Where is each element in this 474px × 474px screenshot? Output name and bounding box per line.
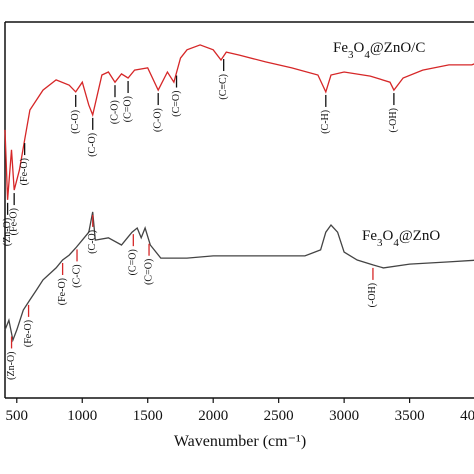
annotation-label: (Fe-O) bbox=[19, 158, 30, 185]
annotation-label: (C=O) bbox=[143, 259, 154, 285]
annotation-label: (-OH) bbox=[367, 283, 378, 307]
annotation-label: (C=O) bbox=[128, 249, 139, 275]
annotation-label: (C-O) bbox=[87, 230, 98, 254]
x-tick-label: 3000 bbox=[329, 408, 359, 424]
annotation-label: (Fe-O) bbox=[8, 208, 19, 235]
x-tick-label: 4000 bbox=[460, 408, 474, 424]
annotation-label: (C=O) bbox=[171, 91, 182, 117]
annotation-label: (C≡C) bbox=[218, 74, 229, 100]
x-tick-label: 2500 bbox=[264, 408, 294, 424]
annotation-label: (Zn-O) bbox=[2, 218, 13, 246]
annotation-label: (C-O) bbox=[152, 108, 163, 132]
x-tick-label: 1000 bbox=[67, 408, 97, 424]
series-label: Fe3O4@ZnO/C bbox=[333, 40, 425, 61]
spectrum-line bbox=[4, 44, 474, 200]
x-tick-label: 1500 bbox=[133, 408, 163, 424]
series-label: Fe3O4@ZnO bbox=[362, 228, 440, 249]
annotation-label: (Zn-O) bbox=[6, 352, 17, 380]
annotation-label: (C-H) bbox=[320, 110, 331, 134]
annotation-label: (C-O) bbox=[70, 110, 81, 134]
x-axis-label: Wavenumber (cm⁻¹) bbox=[174, 433, 306, 450]
annotation-label: (Fe-O) bbox=[57, 278, 68, 305]
annotation-label: (C-C) bbox=[71, 264, 82, 287]
annotation-label: (C-O) bbox=[109, 100, 120, 124]
annotation-label: (C-O) bbox=[87, 133, 98, 157]
spectrum-line bbox=[4, 211, 474, 343]
x-tick-label: 3500 bbox=[395, 408, 425, 424]
annotation-label: (C=O) bbox=[122, 96, 133, 122]
x-tick-label: 500 bbox=[6, 408, 29, 424]
annotation-label: (-OH) bbox=[388, 108, 399, 132]
annotation-label: (Fe-O) bbox=[23, 320, 34, 347]
x-tick-label: 2000 bbox=[198, 408, 228, 424]
